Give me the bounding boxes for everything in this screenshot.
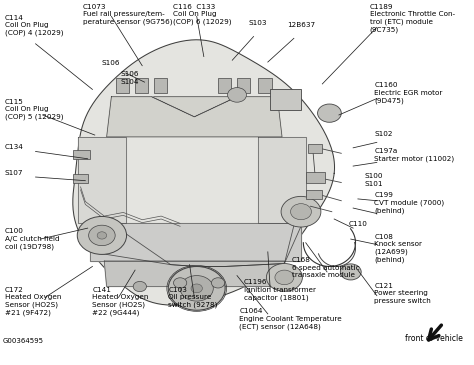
- Text: C1196
Ignition transformer
capacitor (18801): C1196 Ignition transformer capacitor (18…: [244, 279, 316, 301]
- Text: C100
A/C clutch field
coil (19D798): C100 A/C clutch field coil (19D798): [5, 228, 59, 250]
- Circle shape: [318, 104, 341, 122]
- Circle shape: [173, 278, 187, 288]
- Polygon shape: [152, 97, 237, 117]
- Text: G00364595: G00364595: [2, 338, 43, 343]
- Text: C197a
Starter motor (11002): C197a Starter motor (11002): [374, 148, 455, 162]
- Text: C141
Heated Oxygen
Sensor (HO2S)
#22 (9G444): C141 Heated Oxygen Sensor (HO2S) #22 (9G…: [92, 287, 149, 316]
- Text: C168
6 speed automatic
transaxle module: C168 6 speed automatic transaxle module: [292, 257, 359, 278]
- Polygon shape: [107, 97, 282, 137]
- Text: C1160
Electric EGR motor
(9D475): C1160 Electric EGR motor (9D475): [374, 82, 443, 104]
- Text: S107: S107: [5, 170, 23, 176]
- Circle shape: [211, 278, 225, 288]
- Text: C1064
Engine Coolant Temperature
(ECT) sensor (12A648): C1064 Engine Coolant Temperature (ECT) s…: [239, 308, 342, 330]
- Text: front of vehicle: front of vehicle: [405, 334, 463, 343]
- Circle shape: [340, 264, 361, 280]
- Polygon shape: [78, 137, 126, 223]
- Circle shape: [168, 266, 225, 310]
- Text: S103: S103: [249, 20, 267, 26]
- Text: 12B637: 12B637: [287, 22, 315, 28]
- Bar: [135, 78, 148, 93]
- Text: C1189
Electronic Throttle Con-
trol (ETC) module
(9C735): C1189 Electronic Throttle Con- trol (ETC…: [370, 4, 455, 33]
- Circle shape: [266, 264, 302, 291]
- Bar: [306, 172, 325, 182]
- Circle shape: [291, 204, 311, 220]
- Text: C199
CVT module (7000)
(behind): C199 CVT module (7000) (behind): [374, 192, 445, 214]
- Text: C103
Oil pressure
switch (9278): C103 Oil pressure switch (9278): [168, 287, 218, 308]
- Polygon shape: [104, 261, 284, 287]
- Bar: [73, 174, 88, 182]
- Text: C110: C110: [348, 221, 367, 227]
- Circle shape: [89, 225, 115, 246]
- Bar: [73, 150, 90, 159]
- Text: C108
Knock sensor
(12A699)
(behind): C108 Knock sensor (12A699) (behind): [374, 234, 422, 263]
- Circle shape: [228, 88, 246, 102]
- Circle shape: [77, 216, 127, 254]
- Bar: [258, 78, 272, 93]
- Bar: [218, 78, 231, 93]
- Circle shape: [180, 276, 213, 301]
- Polygon shape: [73, 40, 335, 305]
- Bar: [306, 190, 322, 199]
- Text: S100
S101: S100 S101: [365, 173, 383, 187]
- Text: S106: S106: [102, 60, 120, 66]
- Bar: [237, 78, 250, 93]
- Text: C121
Power steering
pressure switch: C121 Power steering pressure switch: [374, 283, 431, 304]
- Circle shape: [97, 232, 107, 239]
- Bar: [116, 78, 129, 93]
- Polygon shape: [90, 223, 301, 261]
- Polygon shape: [258, 137, 306, 223]
- Circle shape: [191, 284, 202, 293]
- Text: C114
Coil On Plug
(COP) 4 (12029): C114 Coil On Plug (COP) 4 (12029): [5, 15, 63, 36]
- Text: S106
S104: S106 S104: [121, 71, 139, 85]
- Text: C116  C133
Coil On Plug
(COP) 6 (12029): C116 C133 Coil On Plug (COP) 6 (12029): [173, 4, 231, 25]
- Text: C115
Coil On Plug
(COP) 5 (12029): C115 Coil On Plug (COP) 5 (12029): [5, 99, 63, 120]
- Text: S102: S102: [374, 131, 393, 137]
- Circle shape: [275, 270, 294, 285]
- Circle shape: [133, 281, 146, 292]
- Bar: [154, 78, 167, 93]
- Bar: [270, 89, 301, 110]
- Text: C1073
Fuel rail pressure/tem-
perature sensor (9G756): C1073 Fuel rail pressure/tem- perature s…: [83, 4, 173, 25]
- Text: C172
Heated Oxygen
Sensor (HO2S)
#21 (9F472): C172 Heated Oxygen Sensor (HO2S) #21 (9F…: [5, 287, 61, 316]
- Text: C134: C134: [5, 144, 24, 150]
- Circle shape: [281, 196, 321, 227]
- Bar: [308, 144, 322, 153]
